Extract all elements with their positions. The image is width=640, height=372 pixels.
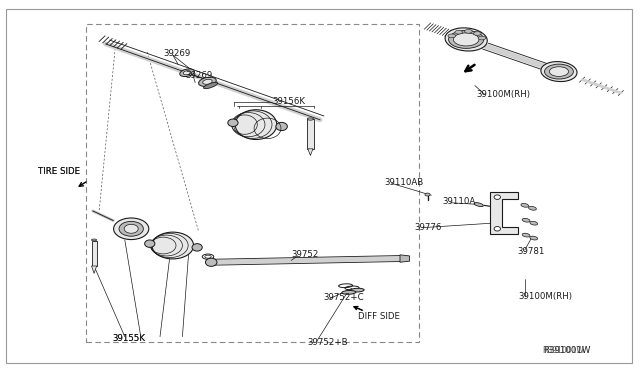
Ellipse shape <box>541 62 577 81</box>
Ellipse shape <box>276 122 287 131</box>
Text: 39752+C: 39752+C <box>323 293 364 302</box>
Ellipse shape <box>205 258 217 266</box>
Text: 39155K: 39155K <box>112 334 145 343</box>
Ellipse shape <box>545 64 573 79</box>
Ellipse shape <box>465 29 472 33</box>
Ellipse shape <box>522 233 530 237</box>
Text: 39781: 39781 <box>517 247 545 256</box>
Text: 39156K: 39156K <box>272 97 305 106</box>
Text: 39269: 39269 <box>186 71 213 80</box>
Text: R391001W: R391001W <box>543 346 590 355</box>
Ellipse shape <box>350 288 364 292</box>
Ellipse shape <box>521 203 529 207</box>
Text: 39100M(RH): 39100M(RH) <box>477 90 531 99</box>
Text: 39155K: 39155K <box>112 334 145 343</box>
Polygon shape <box>92 266 97 273</box>
Ellipse shape <box>204 82 218 89</box>
Ellipse shape <box>522 218 530 222</box>
Ellipse shape <box>448 34 456 38</box>
Ellipse shape <box>494 227 500 231</box>
Ellipse shape <box>494 195 500 199</box>
Ellipse shape <box>529 206 536 210</box>
Ellipse shape <box>124 224 138 233</box>
Ellipse shape <box>307 118 314 120</box>
Ellipse shape <box>192 244 202 251</box>
Ellipse shape <box>203 79 212 84</box>
Text: 39110AB: 39110AB <box>384 178 423 187</box>
Text: 39752: 39752 <box>291 250 319 259</box>
Text: DIFF SIDE: DIFF SIDE <box>358 312 401 321</box>
Ellipse shape <box>342 291 356 294</box>
Ellipse shape <box>180 69 195 77</box>
Bar <box>307 119 314 149</box>
Text: 39752+B: 39752+B <box>307 338 348 347</box>
Ellipse shape <box>152 232 194 259</box>
Ellipse shape <box>119 221 143 236</box>
Ellipse shape <box>425 193 430 196</box>
Ellipse shape <box>530 221 538 225</box>
Polygon shape <box>490 192 518 234</box>
Text: 39269: 39269 <box>163 49 191 58</box>
Text: 39110A: 39110A <box>443 197 476 206</box>
Ellipse shape <box>198 77 216 86</box>
Ellipse shape <box>474 32 481 35</box>
Ellipse shape <box>183 71 191 75</box>
Ellipse shape <box>530 236 538 240</box>
Ellipse shape <box>92 239 97 241</box>
Polygon shape <box>400 255 410 262</box>
Ellipse shape <box>145 240 155 247</box>
Text: 39776: 39776 <box>415 223 442 232</box>
Bar <box>92 241 97 266</box>
Text: 39100M(RH): 39100M(RH) <box>518 292 572 301</box>
Text: R391001W: R391001W <box>543 346 584 355</box>
Ellipse shape <box>449 31 484 48</box>
Ellipse shape <box>445 28 487 51</box>
Ellipse shape <box>453 33 479 46</box>
Text: TIRE SIDE: TIRE SIDE <box>38 167 81 176</box>
Ellipse shape <box>228 119 238 126</box>
Ellipse shape <box>455 31 463 34</box>
Ellipse shape <box>236 110 277 140</box>
Ellipse shape <box>478 36 486 40</box>
Ellipse shape <box>549 67 568 76</box>
Ellipse shape <box>114 218 148 240</box>
Ellipse shape <box>474 203 483 206</box>
Text: TIRE SIDE: TIRE SIDE <box>38 167 81 176</box>
Polygon shape <box>308 149 313 155</box>
